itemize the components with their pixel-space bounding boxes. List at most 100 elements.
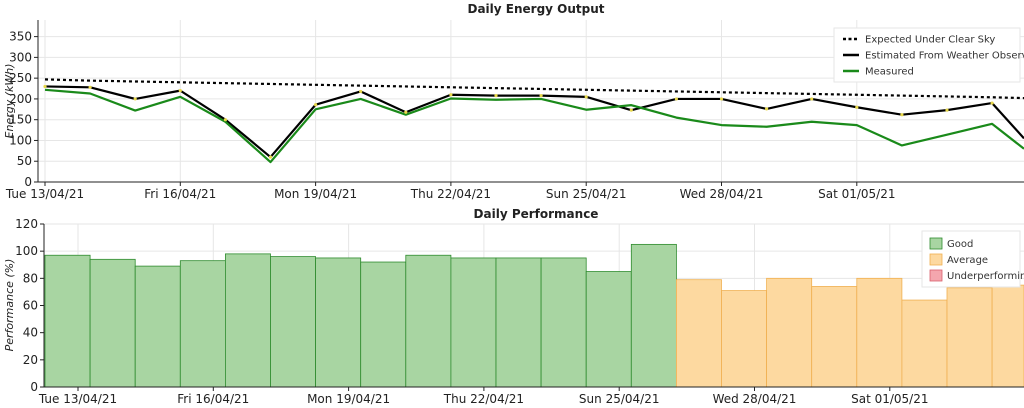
estimated-point <box>539 94 543 98</box>
performance-bar <box>405 254 452 388</box>
legend-swatch-good <box>929 237 943 250</box>
legend-label-estimated: Estimated From Weather Observations <box>865 51 1024 62</box>
top-y-tick-label: 250 <box>9 71 32 85</box>
performance-bar <box>315 257 362 388</box>
chart-title: Daily Energy Output <box>467 2 604 16</box>
bottom-y-tick-label: 80 <box>23 271 38 285</box>
legend-label-good: Good <box>947 239 973 250</box>
bottom-x-tick-label: Tue 13/04/21 <box>38 392 117 406</box>
bottom-legend: Good Average Underperforming <box>921 230 1024 288</box>
top-y-tick-label: 150 <box>9 113 32 127</box>
top-y-tick-label: 350 <box>9 30 32 44</box>
bottom-x-ticks: Tue 13/04/21 Fri 16/04/21 Mon 19/04/21 Thu … <box>38 387 928 406</box>
top-x-ticks: Tue 13/04/21 Fri 16/04/21 Mon 19/04/21 Thu … <box>5 182 895 201</box>
estimated-point <box>765 107 769 111</box>
estimated-point <box>990 101 994 105</box>
performance-bar <box>946 287 993 388</box>
top-x-tick-label: Wed 28/04/21 <box>680 187 764 201</box>
bottom-y-tick-label: 100 <box>15 244 38 258</box>
bottom-x-tick-label: Sat 01/05/21 <box>851 392 928 406</box>
performance-bar <box>991 284 1024 388</box>
top-y-tick-label: 200 <box>9 92 32 106</box>
bottom-y-tick-label: 20 <box>23 353 38 367</box>
estimated-point <box>88 85 92 89</box>
energy-output-chart: Daily Energy Output 0 50 100 150 200 250 300 35… <box>3 2 1024 201</box>
estimated-point <box>945 108 949 112</box>
top-legend: Expected Under Clear Sky Estimated From … <box>833 27 1024 83</box>
estimated-point <box>584 95 588 99</box>
top-y-ticks: 0 50 100 150 200 250 300 350 <box>9 30 38 189</box>
bottom-y-ticks: 0 20 40 60 80 100 120 <box>15 217 44 394</box>
performance-chart: Daily Performance 0 20 40 60 80 100 120 Tue 13… <box>3 207 1024 406</box>
bottom-x-tick-label: Fri 16/04/21 <box>177 392 249 406</box>
bottom-bars-group <box>44 243 1024 388</box>
bottom-x-tick-label: Sun 25/04/21 <box>579 392 660 406</box>
top-y-axis-label: Energy (kWh) <box>3 63 16 138</box>
estimated-point <box>494 94 498 98</box>
estimated-line <box>44 85 1024 159</box>
performance-bar <box>766 277 813 388</box>
top-x-tick-label: Mon 19/04/21 <box>274 187 357 201</box>
bottom-x-tick-label: Wed 28/04/21 <box>713 392 797 406</box>
estimated-point <box>178 89 182 93</box>
performance-bar <box>44 254 91 388</box>
performance-bar <box>360 261 407 388</box>
top-y-tick-label: 300 <box>9 50 32 64</box>
bottom-y-tick-label: 60 <box>23 299 38 313</box>
estimated-point <box>314 103 318 107</box>
performance-bar <box>901 299 948 388</box>
chart-title: Daily Performance <box>474 207 599 221</box>
estimated-point <box>449 93 453 97</box>
legend-label-expected: Expected Under Clear Sky <box>865 35 995 46</box>
bottom-x-tick-label: Mon 19/04/21 <box>307 392 390 406</box>
top-series-group <box>43 78 1024 164</box>
estimated-point <box>674 97 679 101</box>
bottom-y-tick-label: 120 <box>15 217 38 231</box>
estimated-point <box>359 89 363 94</box>
measured-line <box>44 88 1024 164</box>
estimated-point <box>629 108 633 112</box>
estimated-point <box>810 97 814 101</box>
estimated-point <box>223 118 227 122</box>
bottom-y-tick-label: 40 <box>23 326 38 340</box>
estimated-point <box>900 113 904 117</box>
performance-bar <box>676 279 722 388</box>
performance-bar <box>856 277 903 388</box>
legend-label-average: Average <box>947 255 988 266</box>
bottom-y-axis-label: Performance (%) <box>3 259 16 352</box>
legend-label-underperforming: Underperforming <box>947 271 1024 282</box>
top-x-tick-label: Sun 25/04/21 <box>546 187 627 201</box>
performance-bar <box>179 260 226 388</box>
estimated-point <box>719 97 724 101</box>
estimated-point <box>855 105 859 109</box>
top-y-tick-label: 50 <box>17 154 32 168</box>
top-gridlines <box>38 20 1024 182</box>
top-legend-box <box>833 27 1021 83</box>
top-y-tick-label: 100 <box>9 133 32 147</box>
estimated-point <box>268 155 273 159</box>
performance-bar <box>89 258 136 388</box>
performance-bar <box>721 290 767 388</box>
legend-swatch-underperforming <box>929 269 943 282</box>
performance-bar <box>811 286 858 388</box>
performance-bar <box>224 253 271 388</box>
performance-bar <box>630 243 677 388</box>
top-y-tick-label: 0 <box>24 175 32 189</box>
estimated-point <box>404 110 408 114</box>
top-x-tick-label: Tue 13/04/21 <box>5 187 84 201</box>
performance-bar <box>540 257 587 388</box>
performance-bar <box>134 265 181 388</box>
top-x-tick-label: Fri 16/04/21 <box>144 187 216 201</box>
performance-bar <box>495 257 542 388</box>
estimated-point <box>43 84 47 89</box>
performance-bar <box>450 257 497 388</box>
legend-label-measured: Measured <box>865 67 914 78</box>
performance-bar <box>585 271 632 388</box>
performance-bar <box>270 256 316 388</box>
top-x-tick-label: Sat 01/05/21 <box>818 187 895 201</box>
top-x-tick-label: Thu 22/04/21 <box>410 187 491 201</box>
bottom-y-tick-label: 0 <box>30 380 38 394</box>
legend-swatch-average <box>929 253 943 266</box>
estimated-point <box>133 97 137 101</box>
